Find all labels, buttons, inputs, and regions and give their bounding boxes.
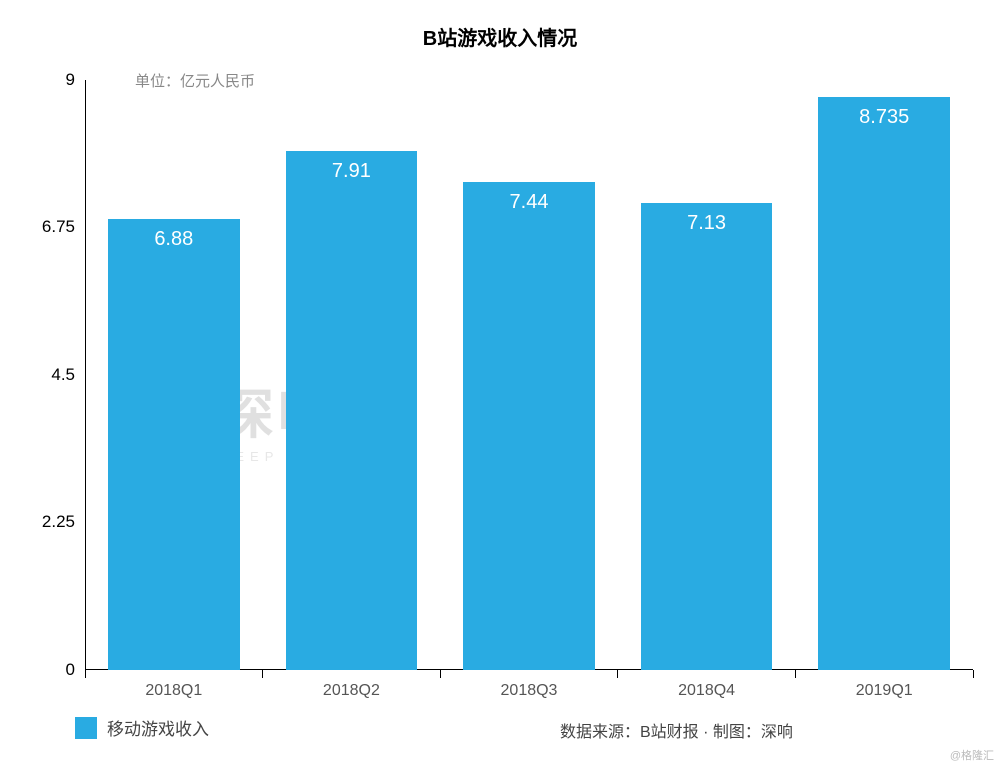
bar [286, 151, 417, 670]
y-tick-label: 6.75 [25, 217, 75, 237]
bar-value-label: 8.735 [818, 106, 949, 129]
legend-swatch [75, 717, 97, 739]
y-tick-label: 9 [25, 70, 75, 90]
data-source: 数据来源：B站财报 · 制图：深响 [560, 718, 793, 742]
x-tick [795, 670, 796, 678]
x-tick [440, 670, 441, 678]
y-axis-line [85, 80, 86, 670]
y-tick-label: 2.25 [25, 512, 75, 532]
chart-container: B站游戏收入情况 单位：亿元人民币 深响 DEEP ECHO 6.887.917… [0, 0, 1000, 767]
x-tick [262, 670, 263, 678]
y-tick-label: 0 [25, 660, 75, 680]
x-category-label: 2018Q1 [85, 682, 263, 700]
chart-title: B站游戏收入情况 [0, 22, 1000, 51]
bar-value-label: 7.44 [463, 191, 594, 214]
x-tick [617, 670, 618, 678]
plot-area: 深响 DEEP ECHO 6.887.917.447.138.735 [85, 80, 973, 670]
x-category-label: 2018Q3 [440, 682, 618, 700]
bar-value-label: 6.88 [108, 228, 239, 251]
x-category-label: 2018Q4 [618, 682, 796, 700]
x-tick [973, 670, 974, 678]
legend-label: 移动游戏收入 [107, 715, 209, 740]
bar-value-label: 7.91 [286, 160, 417, 183]
legend: 移动游戏收入 [75, 715, 209, 740]
bar [108, 219, 239, 670]
x-category-label: 2019Q1 [795, 682, 973, 700]
y-tick-label: 4.5 [25, 365, 75, 385]
watermark-corner: @格隆汇 [950, 747, 994, 763]
bar [463, 182, 594, 670]
x-tick [85, 670, 86, 678]
bar [641, 203, 772, 670]
x-category-label: 2018Q2 [263, 682, 441, 700]
bar [818, 97, 949, 670]
bar-value-label: 7.13 [641, 212, 772, 235]
